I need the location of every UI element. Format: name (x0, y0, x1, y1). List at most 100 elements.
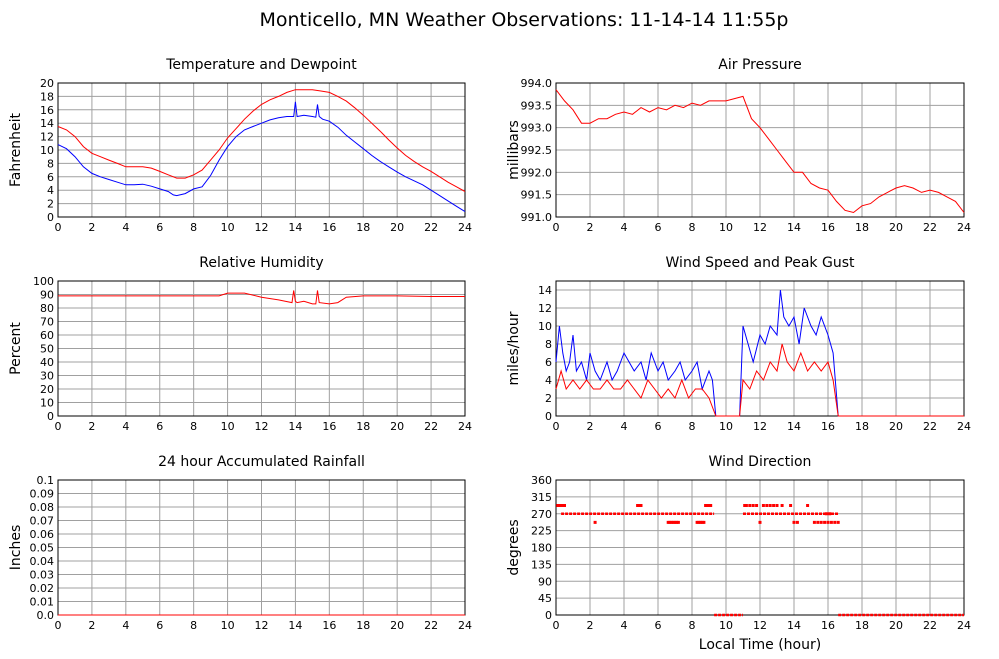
direction-point (559, 504, 563, 507)
direction-title: Wind Direction (709, 454, 812, 470)
pressure-ytick-label: 992.5 (521, 144, 553, 157)
pressure-ytick-label: 991.0 (521, 211, 553, 224)
direction-point (761, 504, 765, 507)
temp-ytick-label: 8 (47, 157, 54, 170)
pressure-ytick-label: 992.0 (521, 166, 553, 179)
temp-xtick-label: 10 (221, 221, 235, 234)
temp-xtick-label: 20 (390, 221, 404, 234)
rain-ytick-label: 0.04 (30, 555, 55, 568)
direction-point (593, 520, 597, 524)
direction-point (695, 520, 699, 524)
direction-point (828, 512, 832, 516)
wind-xtick-label: 6 (655, 420, 662, 433)
humidity-xtick-label: 8 (190, 420, 197, 433)
direction-ylabel: degrees (506, 519, 522, 575)
wind-xtick-label: 22 (923, 420, 937, 433)
rain-ytick-label: 0.1 (37, 474, 55, 487)
direction-point (833, 520, 837, 524)
rain-ytick-label: 0.03 (30, 569, 55, 582)
temp-xtick-label: 6 (156, 221, 163, 234)
wind-xtick-label: 0 (553, 420, 560, 433)
pressure-xtick-label: 22 (923, 221, 937, 234)
direction-point (702, 520, 706, 524)
direction-ytick-label: 135 (531, 558, 552, 571)
humidity-ytick-label: 0 (47, 410, 54, 423)
direction-point (812, 520, 816, 524)
humidity-chart: Relative Humidity01020304050607080901000… (8, 255, 472, 433)
wind-ytick-label: 6 (545, 356, 552, 369)
humidity-ytick-label: 60 (40, 329, 54, 342)
wind-xtick-label: 24 (957, 420, 971, 433)
direction-point (700, 520, 704, 524)
direction-xtick-label: 22 (923, 619, 937, 632)
pressure-xtick-label: 0 (553, 221, 560, 234)
humidity-xtick-label: 14 (288, 420, 302, 433)
wind-xtick-label: 18 (855, 420, 869, 433)
pressure-xtick-label: 2 (587, 221, 594, 234)
temp-ytick-label: 6 (47, 171, 54, 184)
direction-point (744, 504, 748, 507)
direction-xtick-label: 6 (655, 619, 662, 632)
wind-xtick-label: 14 (787, 420, 801, 433)
pressure-xtick-label: 10 (719, 221, 733, 234)
direction-point (758, 520, 762, 524)
direction-ytick-label: 90 (538, 575, 552, 588)
humidity-xtick-label: 0 (55, 420, 62, 433)
temp-ytick-label: 0 (47, 211, 54, 224)
direction-point (675, 520, 679, 524)
page-title: Monticello, MN Weather Observations: 11-… (259, 9, 788, 31)
wind-xtick-label: 20 (889, 420, 903, 433)
pressure-xtick-label: 14 (787, 221, 801, 234)
rain-ytick-label: 0.05 (30, 542, 55, 555)
rain-xtick-label: 8 (190, 619, 197, 632)
direction-point (775, 504, 779, 507)
direction-point (816, 520, 820, 524)
temp-xtick-label: 4 (122, 221, 129, 234)
wind-ytick-label: 2 (545, 392, 552, 405)
wind-series-1-line (555, 343, 964, 417)
pressure-xtick-label: 6 (655, 221, 662, 234)
humidity-xtick-label: 18 (356, 420, 370, 433)
x-axis-title: Local Time (hour) (699, 637, 821, 653)
humidity-xtick-label: 24 (458, 420, 472, 433)
temp-xtick-label: 22 (424, 221, 438, 234)
direction-xtick-label: 10 (719, 619, 733, 632)
humidity-ytick-label: 100 (33, 275, 54, 288)
rain-ytick-label: 0.07 (30, 515, 55, 528)
humidity-xtick-label: 10 (221, 420, 235, 433)
direction-ytick-label: 180 (531, 542, 552, 555)
rain-xtick-label: 22 (424, 619, 438, 632)
humidity-ytick-label: 40 (40, 356, 54, 369)
rain-xtick-label: 16 (322, 619, 336, 632)
direction-point (707, 504, 711, 507)
direction-ytick-label: 0 (545, 609, 552, 622)
temp-border (57, 82, 466, 218)
temp-xtick-label: 18 (356, 221, 370, 234)
direction-point (795, 520, 799, 524)
pressure-series-0-line (555, 89, 965, 214)
humidity-xtick-label: 20 (390, 420, 404, 433)
direction-xtick-label: 0 (553, 619, 560, 632)
pressure-xtick-label: 12 (753, 221, 767, 234)
wind-xtick-label: 8 (689, 420, 696, 433)
temp-xtick-label: 8 (190, 221, 197, 234)
temp-xtick-label: 14 (288, 221, 302, 234)
direction-point (819, 520, 823, 524)
rain-xtick-label: 2 (88, 619, 95, 632)
direction-ytick-label: 360 (531, 474, 552, 487)
wind-border (555, 280, 965, 417)
rain-ytick-label: 0.02 (30, 582, 55, 595)
wind-ytick-label: 4 (545, 374, 552, 387)
rain-xtick-label: 12 (255, 619, 269, 632)
temp-ytick-label: 4 (47, 184, 54, 197)
direction-point (823, 520, 827, 524)
temp-xtick-label: 12 (255, 221, 269, 234)
direction-point (673, 520, 677, 524)
direction-point (697, 520, 701, 524)
humidity-title: Relative Humidity (199, 255, 323, 271)
temp-title: Temperature and Dewpoint (165, 57, 357, 73)
direction-point (671, 520, 675, 524)
direction-point (561, 504, 565, 507)
pressure-chart: Air Pressure 991.0 991.5 992.0 992.5 993.0 993… (506, 57, 971, 234)
